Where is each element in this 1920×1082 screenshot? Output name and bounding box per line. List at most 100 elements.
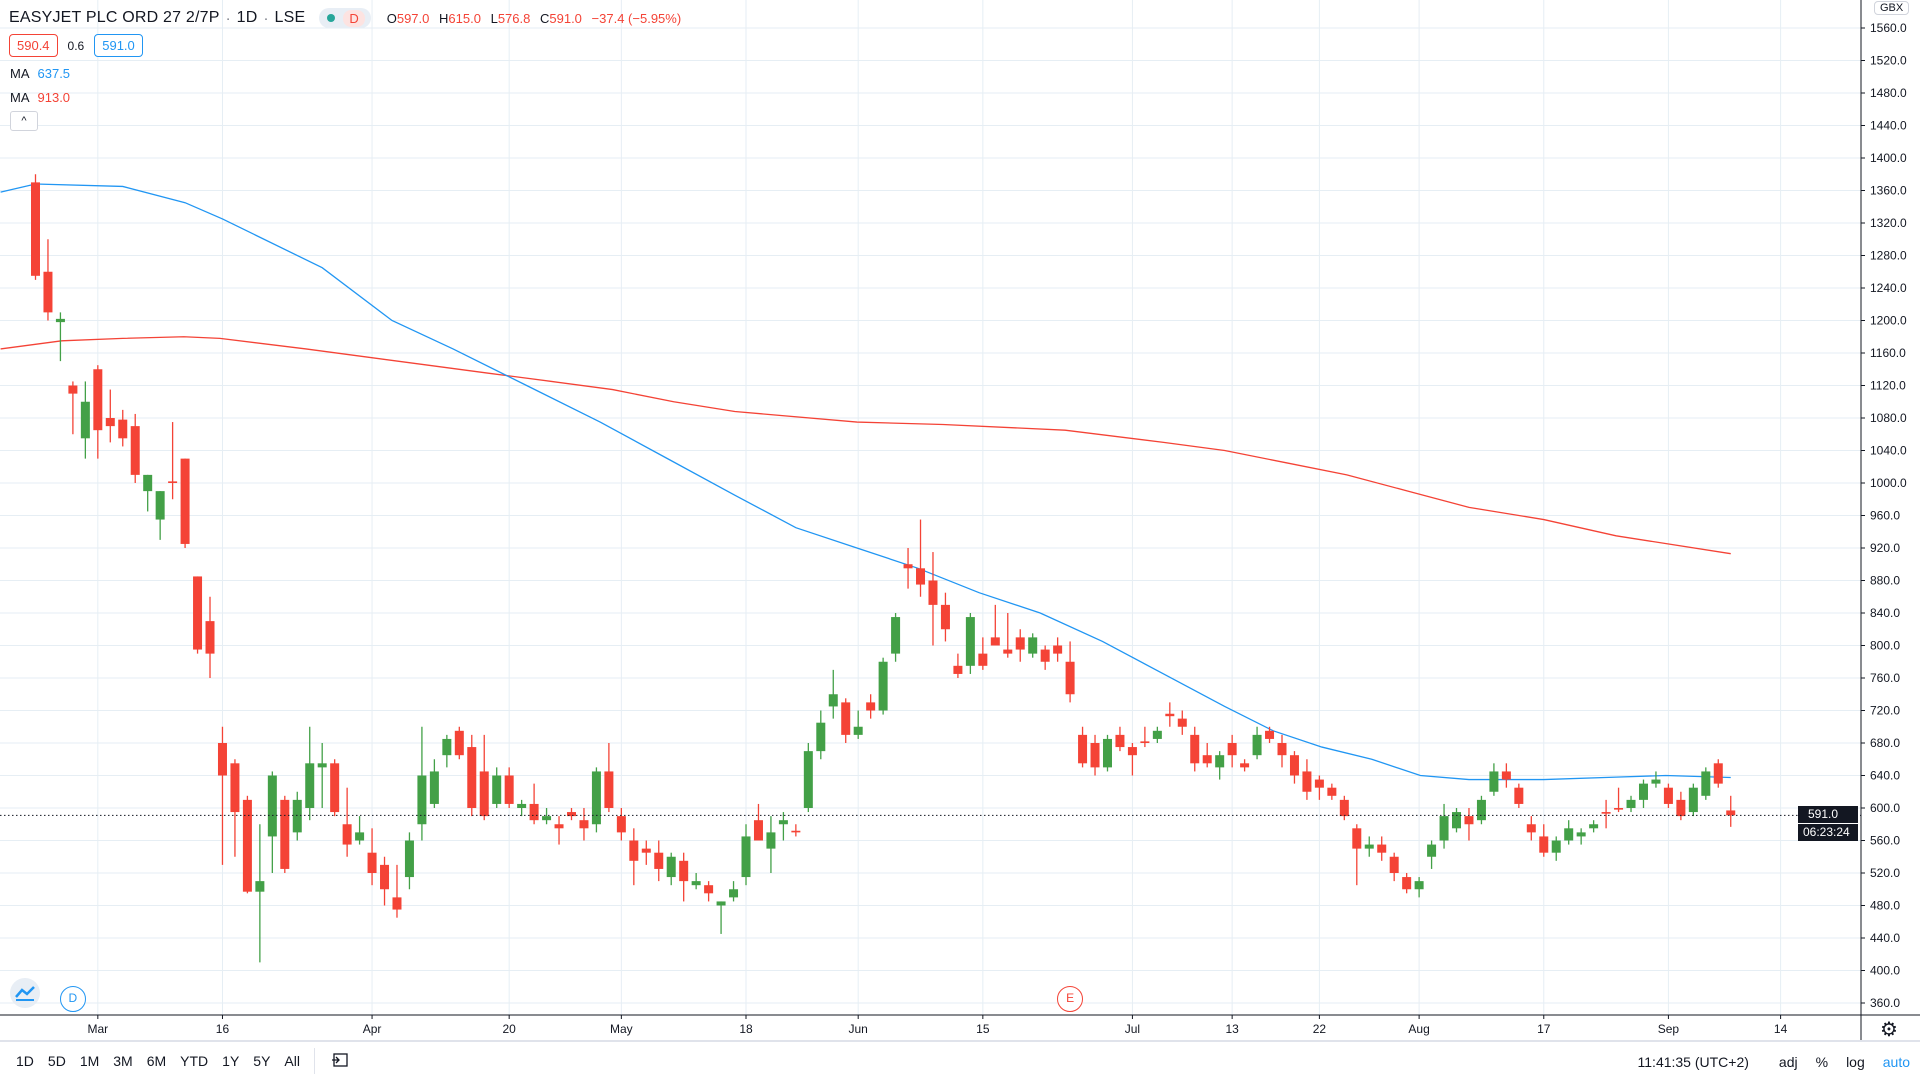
range-1y[interactable]: 1Y xyxy=(222,1053,240,1069)
candle xyxy=(1277,734,1287,768)
candle xyxy=(467,734,477,817)
candle xyxy=(1140,726,1150,748)
candle xyxy=(1028,633,1038,658)
low-value: 576.8 xyxy=(497,10,531,26)
candle-body xyxy=(965,617,975,666)
time-tick-label: Aug xyxy=(1408,1022,1429,1036)
price-tick-label: 880.0 xyxy=(1870,574,1900,588)
open-label: O xyxy=(386,10,397,26)
toolbar-divider xyxy=(313,1048,315,1074)
candle xyxy=(604,743,614,813)
candle-body xyxy=(1638,783,1648,800)
symbol-title[interactable]: EASYJET PLC ORD 27 2/7P xyxy=(9,9,220,26)
candle xyxy=(1614,787,1624,813)
tradingview-logo-icon[interactable] xyxy=(10,978,40,1008)
candle xyxy=(392,864,402,918)
log-scale-toggle[interactable]: log xyxy=(1846,1054,1865,1070)
indicator-ma-slow[interactable]: MA 913.0 xyxy=(10,90,70,105)
currency-label[interactable]: GBX xyxy=(1874,1,1910,15)
range-3m[interactable]: 3M xyxy=(113,1053,133,1069)
goto-date-calendar-icon[interactable] xyxy=(331,1052,349,1071)
indicator-ma-fast[interactable]: MA 637.5 xyxy=(10,66,70,81)
candle xyxy=(1539,824,1549,857)
buy-button[interactable]: 591.0 xyxy=(94,34,143,57)
range-1m[interactable]: 1M xyxy=(79,1053,100,1069)
candle xyxy=(1589,820,1599,833)
candle-body xyxy=(1015,637,1025,650)
clock-timezone[interactable]: 11:41:35 (UTC+2) xyxy=(1637,1054,1749,1070)
indicator-value: 913.0 xyxy=(37,90,71,105)
candle-body xyxy=(766,832,776,849)
candle xyxy=(68,381,78,435)
candle-body xyxy=(1302,771,1312,792)
candle-body xyxy=(230,763,240,813)
price-tick-label: 560.0 xyxy=(1870,834,1900,848)
candle xyxy=(928,552,938,646)
candle-body xyxy=(367,852,377,873)
candle-body xyxy=(68,385,78,394)
candle-body xyxy=(654,852,664,869)
candle-body xyxy=(1501,771,1511,780)
candle xyxy=(1352,824,1362,886)
dividend-marker[interactable]: D xyxy=(59,986,86,1012)
candle-body xyxy=(1713,763,1723,784)
candle-body xyxy=(566,812,576,817)
range-all[interactable]: All xyxy=(284,1053,300,1069)
candle-body xyxy=(903,564,913,569)
price-tick-label: 1240.0 xyxy=(1870,281,1907,295)
candle xyxy=(965,613,975,674)
close-value: 591.0 xyxy=(549,10,582,26)
candle xyxy=(1564,820,1574,845)
candle xyxy=(479,734,489,821)
candle xyxy=(1364,836,1374,857)
price-tick-label: 960.0 xyxy=(1870,509,1900,523)
auto-scale-toggle[interactable]: auto xyxy=(1882,1054,1910,1070)
candle xyxy=(1040,645,1050,670)
candle-body xyxy=(1539,836,1549,853)
range-1d[interactable]: 1D xyxy=(16,1053,34,1069)
candle-body xyxy=(791,830,801,833)
sell-button[interactable]: 590.4 xyxy=(9,34,58,57)
range-5d[interactable]: 5D xyxy=(47,1053,66,1069)
candle-body xyxy=(1352,828,1362,849)
candle xyxy=(1127,743,1137,776)
range-5y[interactable]: 5Y xyxy=(253,1053,271,1069)
candle xyxy=(168,422,178,500)
candle-body xyxy=(866,702,876,711)
candle xyxy=(31,174,40,280)
candle-body xyxy=(317,763,327,768)
percent-scale-toggle[interactable]: % xyxy=(1815,1054,1829,1070)
candle-body xyxy=(217,743,227,776)
candle xyxy=(953,653,963,678)
candle-body xyxy=(1663,787,1673,804)
candle-body xyxy=(1003,649,1013,654)
candle xyxy=(1003,613,1013,658)
candle-body xyxy=(492,775,502,804)
price-tick-label: 400.0 xyxy=(1870,964,1900,978)
price-tick-label: 440.0 xyxy=(1870,931,1900,945)
indicator-label: MA xyxy=(10,90,30,105)
candle-body xyxy=(816,722,826,752)
adjust-toggle[interactable]: adj xyxy=(1778,1054,1798,1070)
price-tick-label: 1160.0 xyxy=(1870,346,1906,360)
earnings-marker[interactable]: E xyxy=(1057,986,1084,1012)
price-tick-label: 1400.0 xyxy=(1870,151,1907,165)
candle xyxy=(704,881,714,902)
settings-gear-icon[interactable]: ⚙ xyxy=(1880,1019,1898,1041)
range-ytd[interactable]: YTD xyxy=(180,1053,209,1069)
price-chart[interactable]: 1560.01520.01480.01440.01400.01360.01320… xyxy=(0,0,1920,1040)
candle xyxy=(1177,710,1187,735)
candle xyxy=(217,726,227,865)
interval-label[interactable]: 1D xyxy=(236,9,258,26)
candle xyxy=(878,657,888,715)
candle-body xyxy=(55,318,65,323)
candle xyxy=(579,808,589,841)
price-tick-label: 1000.0 xyxy=(1870,476,1907,490)
collapse-legend-button[interactable]: ^ xyxy=(10,111,38,131)
candle-body xyxy=(193,576,203,650)
range-6m[interactable]: 6M xyxy=(146,1053,167,1069)
candle xyxy=(1427,840,1437,869)
high-value: 615.0 xyxy=(448,10,481,26)
market-status-pill[interactable]: D xyxy=(319,8,371,28)
candle-body xyxy=(392,897,402,910)
